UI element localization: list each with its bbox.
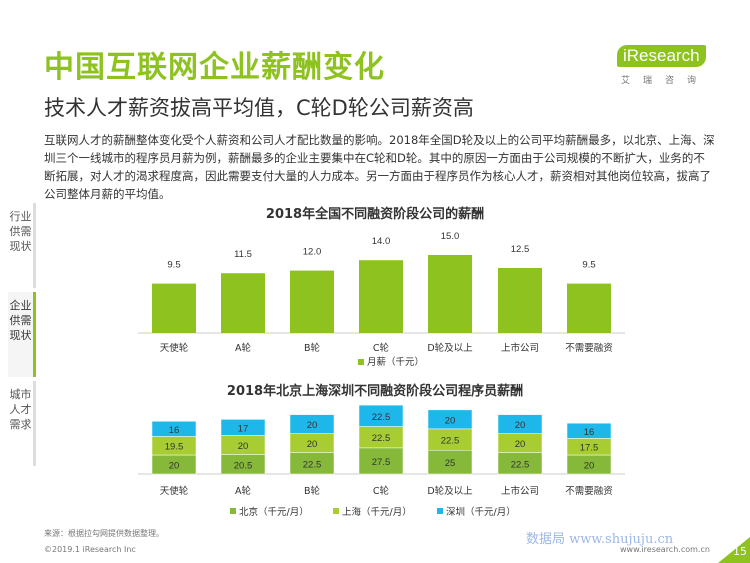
chart1-category-label: B轮 — [304, 342, 321, 354]
chart1-title: 2018年全国不同融资阶段公司的薪酬 — [265, 207, 485, 222]
chart2-bar-shenzhen — [358, 404, 404, 427]
chart2-value-label: 16 — [169, 425, 180, 436]
chart1-value-label: 14.0 — [372, 236, 391, 247]
chart1-bar — [221, 273, 265, 333]
chart2-category-label: 不需要融资 — [565, 486, 613, 497]
side-tab-city[interactable]: 城市人才需求 — [8, 381, 36, 466]
chart1-value-label: 9.5 — [582, 260, 595, 271]
chart2-value-label: 17.5 — [580, 443, 599, 454]
chart2-legend-label: 上海（千元/月） — [342, 506, 412, 518]
site-url: www.iresearch.com.cn — [620, 545, 710, 554]
chart2-value-label: 16 — [584, 427, 595, 438]
chart2-bar-shenzhen — [220, 419, 266, 436]
chart2-value-label: 20 — [169, 461, 180, 472]
chart2-legend-label: 深圳（千元/月） — [446, 506, 516, 518]
chart1-value-label: 15.0 — [441, 231, 460, 242]
chart1-value-label: 12.5 — [511, 244, 530, 255]
chart2-value-label: 20 — [307, 439, 318, 450]
chart1-bar — [567, 283, 611, 333]
chart1-value-label: 9.5 — [167, 260, 180, 271]
chart2-bar-shenzhen — [427, 409, 473, 430]
chart2-value-label: 20 — [445, 415, 456, 426]
chart1-value-label: 12.0 — [303, 247, 322, 258]
chart2-value-label: 20 — [515, 420, 526, 431]
source-note: 来源：根据拉勾网提供数据整理。 — [44, 529, 164, 538]
copyright: ©2019.1 iResearch Inc — [44, 545, 136, 554]
chart2-bar-shenzhen — [289, 414, 335, 434]
chart1-category-label: D轮及以上 — [427, 342, 473, 354]
chart2-value-label: 22.5 — [372, 433, 391, 444]
side-navigation: 行业供需现状 企业供需现状 城市人才需求 — [8, 203, 36, 470]
chart2-title: 2018年北京上海深圳不同融资阶段公司程序员薪酬 — [226, 384, 524, 399]
chart2-value-label: 25 — [445, 458, 456, 469]
chart1-value-label: 11.5 — [234, 249, 252, 260]
chart2-value-label: 20.5 — [234, 460, 253, 471]
chart1-bar — [290, 270, 334, 333]
chart1-legend-swatch — [358, 359, 364, 365]
chart1-category-label: 不需要融资 — [565, 343, 613, 354]
chart1-category-label: A轮 — [235, 342, 251, 354]
intro-paragraph: 互联网人才的薪酬整体变化受个人薪资和公司人才配比数量的影响。2018年全国D轮及… — [44, 133, 715, 201]
chart2-value-label: 17 — [238, 423, 249, 434]
chart2-value-label: 20 — [307, 420, 318, 431]
chart1-bar — [428, 255, 472, 333]
iresearch-logo: iResearch 艾瑞咨询 — [617, 45, 712, 86]
page-title: 中国互联网企业薪酬变化 — [44, 50, 385, 85]
chart2-legend-swatch — [230, 508, 236, 514]
chart2-legend-label: 北京（千元/月） — [239, 506, 309, 518]
chart2-bar-beijing — [358, 447, 404, 475]
chart2-value-label: 22.5 — [372, 412, 391, 423]
chart1-bar — [359, 260, 403, 333]
chart2-bar-shenzhen — [497, 414, 543, 434]
chart1-legend-label: 月薪（千元） — [367, 356, 424, 368]
page-number-text: 15 — [733, 545, 747, 558]
chart1-category-label: 上市公司 — [501, 342, 539, 354]
side-tab-enterprise[interactable]: 企业供需现状 — [8, 292, 36, 377]
chart2-value-label: 22.5 — [511, 459, 530, 470]
chart2-value-label: 20 — [584, 461, 595, 472]
chart2-legend-swatch — [437, 508, 443, 514]
logo-subtext: 艾瑞咨询 — [621, 76, 710, 86]
chart2-value-label: 22.5 — [441, 436, 460, 447]
chart2-value-label: 20 — [238, 441, 249, 452]
chart2-category-label: B轮 — [304, 485, 321, 497]
chart2-value-label: 20 — [515, 439, 526, 450]
chart1-bar — [152, 283, 196, 333]
page-subtitle: 技术人才薪资拔高平均值，C轮D轮公司薪资高 — [44, 96, 474, 120]
side-tab-industry[interactable]: 行业供需现状 — [8, 203, 36, 288]
chart1-category-label: C轮 — [373, 342, 390, 354]
watermark: 数据局 www.shujuju.cn — [526, 532, 674, 547]
chart2-category-label: A轮 — [235, 485, 251, 497]
chart2-bar-shenzhen — [566, 422, 612, 439]
chart2-value-label: 27.5 — [372, 457, 391, 468]
chart2-legend-swatch — [333, 508, 339, 514]
chart2-value-label: 19.5 — [165, 442, 184, 453]
chart2-category-label: C轮 — [373, 485, 390, 497]
chart2-category-label: 上市公司 — [501, 485, 539, 497]
chart2-category-label: D轮及以上 — [427, 485, 473, 497]
chart2-value-label: 22.5 — [303, 459, 322, 470]
chart1-category-label: 天使轮 — [160, 342, 189, 354]
chart2-bar-shenzhen — [151, 421, 197, 437]
chart1-bar — [498, 268, 542, 333]
logo-text: iResearch — [617, 45, 706, 67]
chart2-category-label: 天使轮 — [160, 485, 189, 497]
